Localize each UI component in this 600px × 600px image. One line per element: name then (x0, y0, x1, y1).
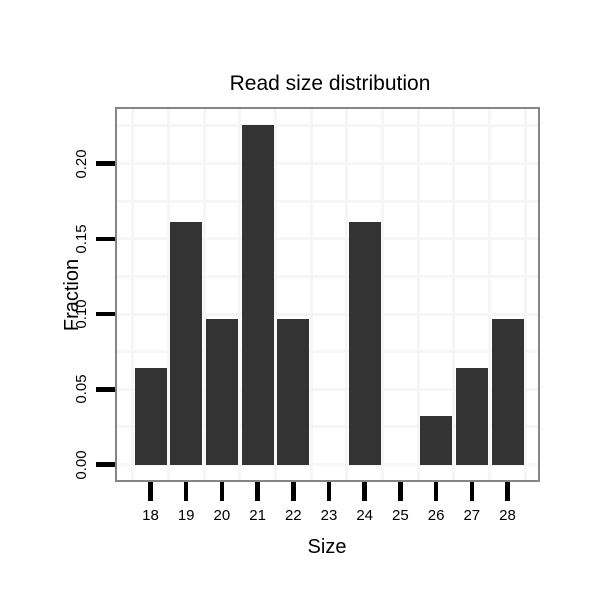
y-axis-tick (96, 161, 115, 166)
horizontal-gridline (117, 350, 538, 354)
horizontal-gridline (117, 274, 538, 278)
vertical-gridline (202, 109, 206, 480)
x-tick-label: 19 (177, 507, 195, 524)
horizontal-gridline (117, 162, 538, 165)
x-tick-label: 28 (499, 507, 516, 524)
x-tick-label: 24 (356, 507, 374, 524)
vertical-gridline (131, 109, 135, 480)
bar-18 (134, 367, 167, 465)
y-tick-label: 0.10 (73, 299, 90, 329)
bar-20 (205, 318, 238, 465)
x-axis-tick (469, 482, 475, 501)
bar-22 (277, 318, 310, 465)
x-tick-label: 20 (213, 507, 231, 524)
horizontal-gridline (117, 387, 538, 391)
x-axis-title: Size (307, 536, 347, 558)
bar-19 (170, 221, 203, 465)
horizontal-gridline (117, 124, 538, 128)
vertical-gridline (273, 109, 277, 480)
x-axis-tick (183, 482, 189, 501)
x-axis-tick (433, 482, 439, 501)
x-axis-tick (505, 482, 510, 501)
vertical-gridline (381, 109, 385, 480)
x-tick-label: 18 (142, 507, 159, 524)
y-tick-label: 0.20 (73, 148, 90, 179)
x-axis-tick (219, 482, 225, 501)
horizontal-gridline (117, 237, 538, 241)
x-axis-tick (362, 482, 367, 501)
x-tick-label: 25 (392, 507, 409, 524)
vertical-gridline (238, 109, 242, 480)
vertical-gridline (309, 109, 313, 480)
x-tick-label: 22 (284, 507, 302, 524)
chart-title: Read size distribution (229, 72, 431, 95)
bar-26 (420, 415, 453, 465)
x-tick-label: 21 (249, 507, 266, 524)
x-axis-tick (255, 482, 260, 501)
y-axis-tick (96, 236, 115, 241)
vertical-gridline (345, 109, 349, 480)
vertical-gridline (416, 109, 420, 480)
x-tick-label: 27 (463, 507, 481, 524)
horizontal-gridline (117, 312, 538, 316)
y-tick-label: 0.00 (73, 449, 90, 480)
bar-21 (241, 124, 274, 465)
x-tick-label: 26 (427, 507, 445, 524)
horizontal-gridline (117, 425, 538, 429)
x-axis-tick (326, 482, 332, 501)
plot-panel (115, 107, 540, 482)
horizontal-gridline (117, 199, 538, 203)
y-axis-tick (96, 311, 115, 317)
y-axis-tick (96, 462, 115, 467)
x-axis-tick (398, 482, 403, 501)
vertical-gridline (523, 109, 527, 480)
x-tick-label: 23 (320, 507, 338, 524)
y-tick-label: 0.05 (73, 374, 90, 404)
vertical-gridline (452, 109, 456, 480)
vertical-gridline (166, 109, 170, 480)
x-axis-tick (291, 482, 296, 501)
bar-27 (455, 367, 488, 465)
y-axis-tick (96, 387, 115, 392)
bar-28 (491, 318, 524, 465)
horizontal-gridline (117, 463, 538, 466)
bar-24 (348, 221, 381, 465)
x-axis-tick (148, 482, 153, 501)
y-tick-label: 0.15 (73, 224, 90, 254)
vertical-gridline (488, 109, 492, 480)
